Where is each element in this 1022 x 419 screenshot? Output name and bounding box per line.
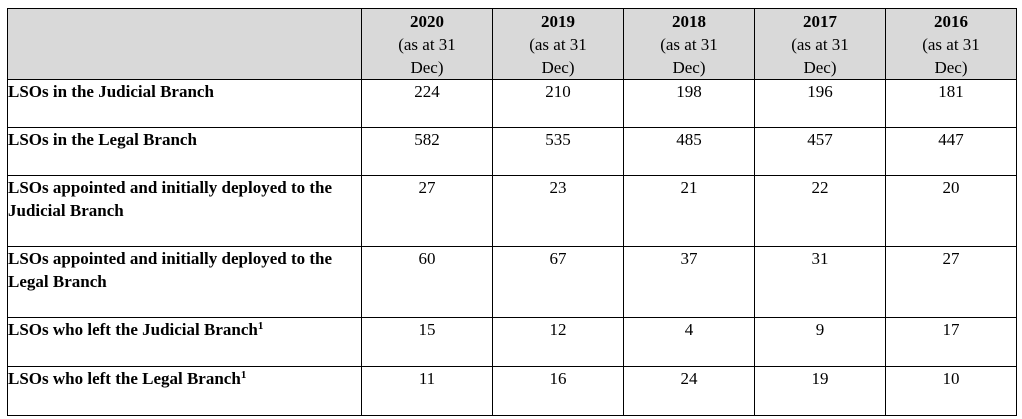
column-header-year: 2016 (934, 12, 968, 31)
table-cell-2020: 60 (361, 246, 493, 318)
table-cell-2016: 447 (885, 127, 1017, 176)
table-cell-2018: 21 (623, 175, 755, 247)
table-row-legal-branch-total: LSOs in the Legal Branch 582 535 485 457… (7, 127, 1017, 176)
table-cell-2019: 16 (492, 366, 624, 416)
table-row-judicial-branch-total: LSOs in the Judicial Branch 224 210 198 … (7, 79, 1017, 128)
column-header-2019: 2019 (as at 31 Dec) (492, 8, 624, 80)
table-cell-2017: 457 (754, 127, 886, 176)
table-cell-2016: 20 (885, 175, 1017, 247)
row-label-cell: LSOs who left the Legal Branch1 (7, 366, 362, 416)
table-cell-2018: 4 (623, 317, 755, 367)
table-cell-2018: 485 (623, 127, 755, 176)
row-label-cell: LSOs in the Legal Branch (7, 127, 362, 176)
row-label-cell: LSOs appointed and initially deployed to… (7, 175, 362, 247)
table-cell-2016: 17 (885, 317, 1017, 367)
column-header-subtitle-line-2: Dec) (672, 58, 706, 77)
row-label: LSOs who left the Judicial Branch (8, 320, 258, 339)
column-header-subtitle-line-2: Dec) (934, 58, 968, 77)
column-header-2020: 2020 (as at 31 Dec) (361, 8, 493, 80)
table-cell-2016: 10 (885, 366, 1017, 416)
header-corner-cell (7, 8, 362, 80)
column-header-subtitle-line-1: (as at 31 (529, 35, 587, 54)
table-cell-2018: 24 (623, 366, 755, 416)
table-cell-2020: 15 (361, 317, 493, 367)
table-cell-2019: 67 (492, 246, 624, 318)
table-cell-2016: 27 (885, 246, 1017, 318)
table-row-legal-branch-left: LSOs who left the Legal Branch1 11 16 24… (7, 366, 1017, 416)
row-label: LSOs in the Judicial Branch (8, 82, 214, 101)
footnote-marker: 1 (240, 369, 247, 381)
column-header-subtitle-line-1: (as at 31 (660, 35, 718, 54)
table-cell-2017: 31 (754, 246, 886, 318)
column-header-2016: 2016 (as at 31 Dec) (885, 8, 1017, 80)
table-cell-2017: 9 (754, 317, 886, 367)
row-label-cell: LSOs appointed and initially deployed to… (7, 246, 362, 318)
table-cell-2019: 12 (492, 317, 624, 367)
table-cell-2019: 210 (492, 79, 624, 128)
table-cell-2017: 22 (754, 175, 886, 247)
row-label-cell: LSOs who left the Judicial Branch1 (7, 317, 362, 367)
table-cell-2017: 196 (754, 79, 886, 128)
table-row-judicial-branch-left: LSOs who left the Judicial Branch1 15 12… (7, 317, 1017, 367)
column-header-subtitle-line-1: (as at 31 (791, 35, 849, 54)
column-header-year: 2019 (541, 12, 575, 31)
table-cell-2020: 224 (361, 79, 493, 128)
row-label: LSOs appointed and initially deployed to… (8, 249, 333, 291)
table-cell-2020: 582 (361, 127, 493, 176)
column-header-subtitle-line-2: Dec) (541, 58, 575, 77)
column-header-year: 2018 (672, 12, 706, 31)
table-cell-2020: 27 (361, 175, 493, 247)
table-cell-2019: 535 (492, 127, 624, 176)
row-label: LSOs appointed and initially deployed to… (8, 178, 333, 220)
column-header-2017: 2017 (as at 31 Dec) (754, 8, 886, 80)
table-cell-2020: 11 (361, 366, 493, 416)
table-cell-2019: 23 (492, 175, 624, 247)
column-header-year: 2020 (410, 12, 444, 31)
column-header-subtitle-line-2: Dec) (410, 58, 444, 77)
table-cell-2017: 19 (754, 366, 886, 416)
table-row-judicial-branch-appointed: LSOs appointed and initially deployed to… (7, 175, 1017, 247)
column-header-subtitle-line-2: Dec) (803, 58, 837, 77)
table-header-row: 2020 (as at 31 Dec) 2019 (as at 31 Dec) … (7, 8, 1017, 80)
column-header-subtitle-line-1: (as at 31 (398, 35, 456, 54)
row-label-cell: LSOs in the Judicial Branch (7, 79, 362, 128)
table-cell-2016: 181 (885, 79, 1017, 128)
column-header-year: 2017 (803, 12, 837, 31)
table-row-legal-branch-appointed: LSOs appointed and initially deployed to… (7, 246, 1017, 318)
lso-statistics-table: 2020 (as at 31 Dec) 2019 (as at 31 Dec) … (7, 8, 1017, 416)
column-header-2018: 2018 (as at 31 Dec) (623, 8, 755, 80)
table-cell-2018: 37 (623, 246, 755, 318)
row-label: LSOs who left the Legal Branch (8, 369, 241, 388)
footnote-marker: 1 (257, 320, 264, 332)
table-cell-2018: 198 (623, 79, 755, 128)
row-label: LSOs in the Legal Branch (8, 130, 197, 149)
column-header-subtitle-line-1: (as at 31 (922, 35, 980, 54)
